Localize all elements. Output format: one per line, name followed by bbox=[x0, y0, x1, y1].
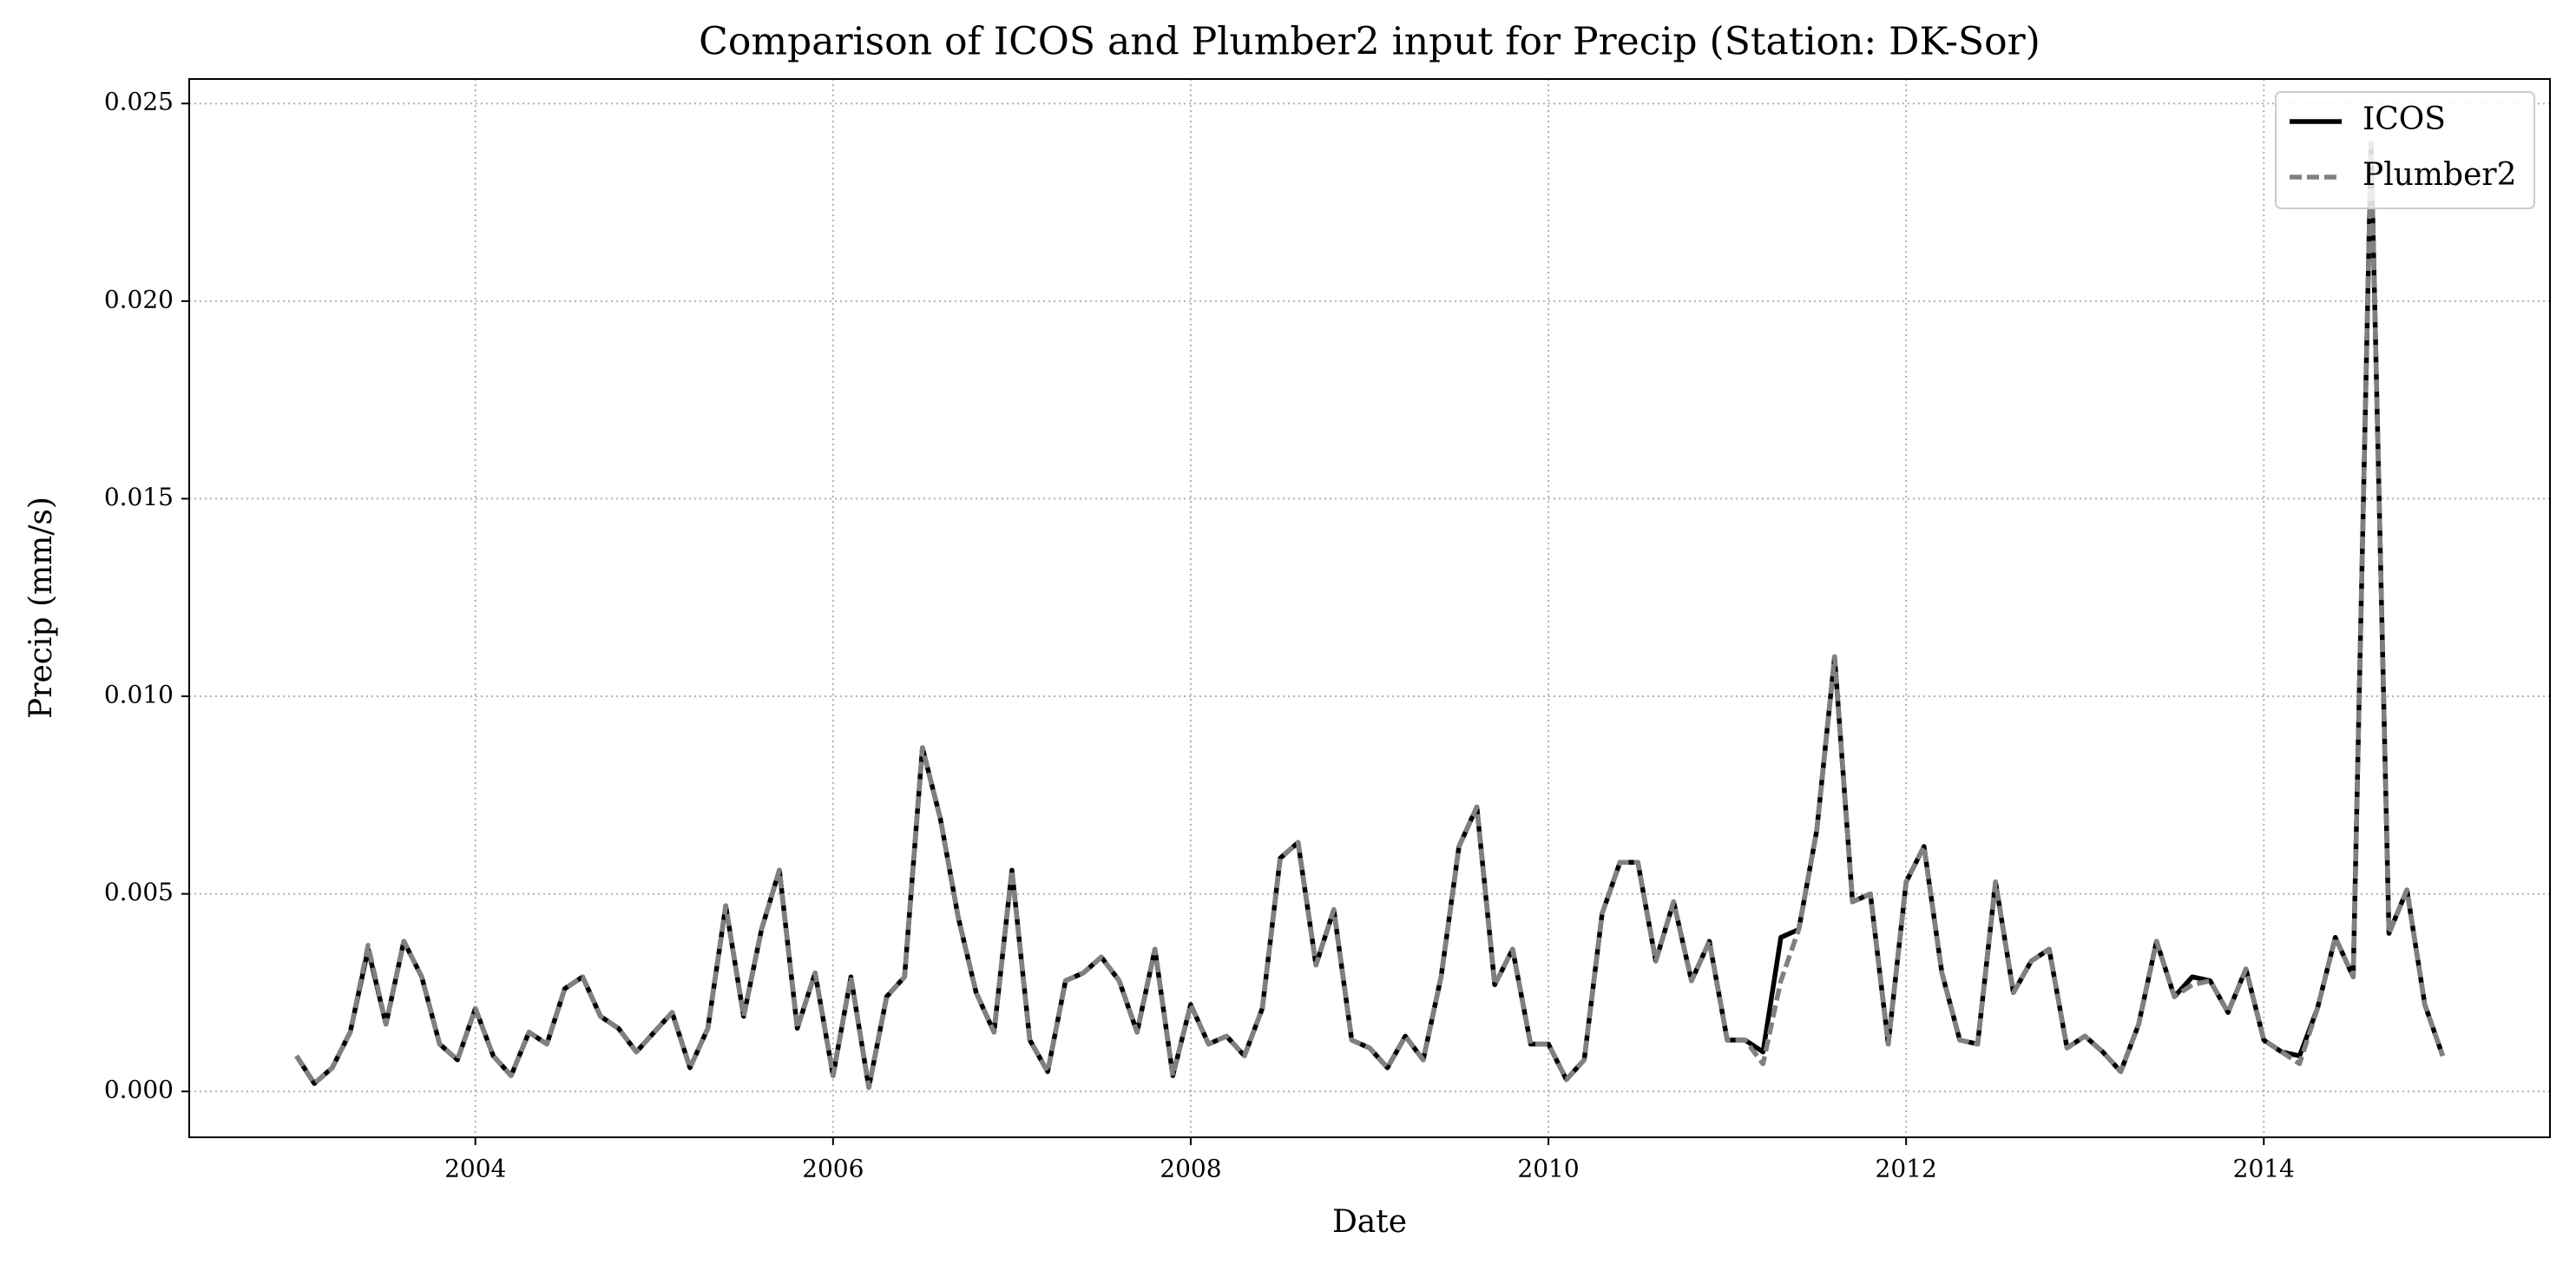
x-axis-label: Date bbox=[1332, 1204, 1407, 1240]
legend-label: Plumber2 bbox=[2362, 157, 2517, 193]
x-tick-label: 2004 bbox=[444, 1155, 506, 1183]
x-tick-label: 2008 bbox=[1160, 1155, 1221, 1183]
y-tick-label: 0.010 bbox=[104, 681, 174, 709]
x-tick-label: 2010 bbox=[1517, 1155, 1579, 1183]
y-tick-label: 0.000 bbox=[104, 1076, 174, 1104]
y-tick-label: 0.025 bbox=[104, 88, 174, 116]
y-tick-label: 0.005 bbox=[104, 878, 174, 906]
x-tick-label: 2012 bbox=[1876, 1155, 1937, 1183]
y-tick-label: 0.020 bbox=[104, 285, 174, 313]
y-tick-label: 0.015 bbox=[104, 483, 174, 511]
chart-title: Comparison of ICOS and Plumber2 input fo… bbox=[699, 20, 2040, 64]
x-tick-label: 2014 bbox=[2233, 1155, 2295, 1183]
data-line bbox=[294, 140, 2445, 1090]
data-line bbox=[294, 140, 2445, 1090]
y-axis-label: Precip (mm/s) bbox=[23, 497, 59, 719]
legend: ICOS Plumber2 bbox=[2275, 91, 2535, 209]
x-tick-label: 2006 bbox=[802, 1155, 864, 1183]
legend-label: ICOS bbox=[2362, 102, 2446, 137]
plot-frame bbox=[188, 78, 2551, 1138]
